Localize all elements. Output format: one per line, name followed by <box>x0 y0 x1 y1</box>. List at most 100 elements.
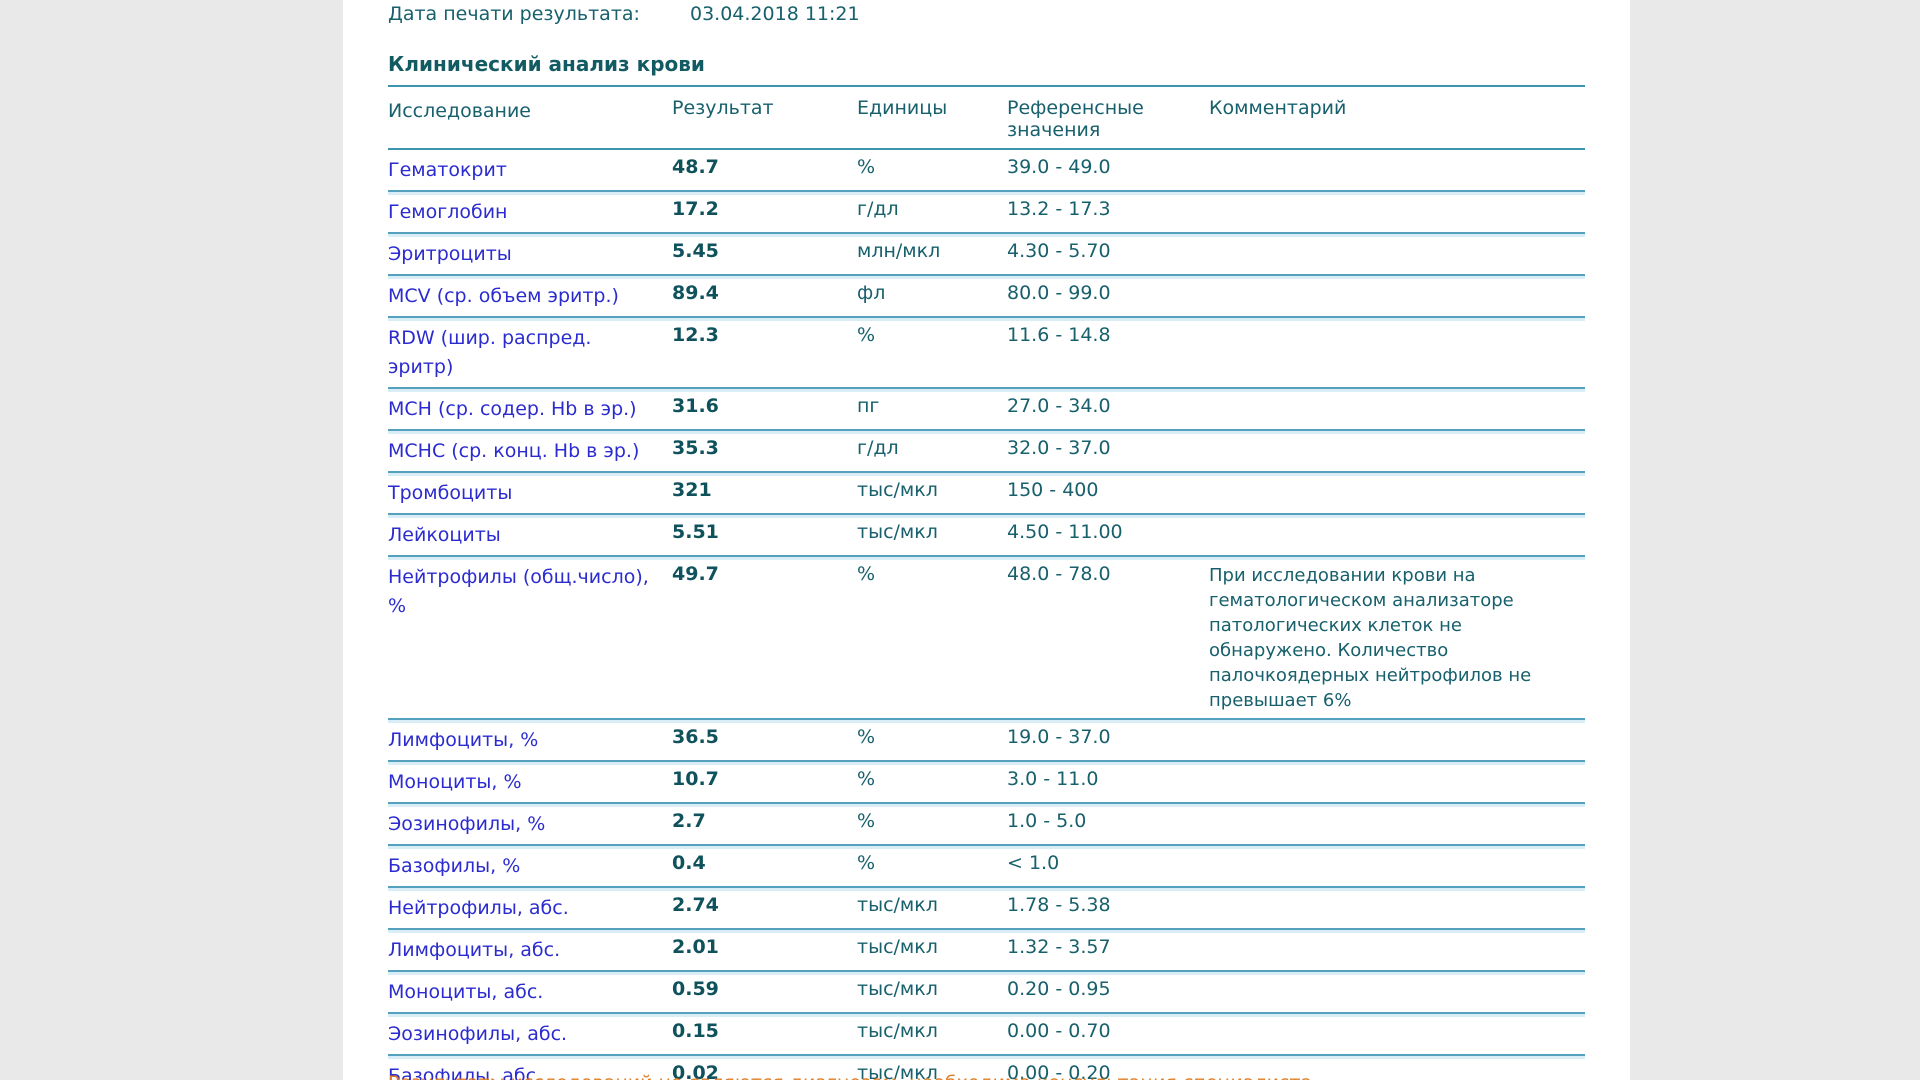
test-name: Базофилы, % <box>388 855 521 877</box>
table-header-row: Исследование Результат Единицы Референсн… <box>388 87 1585 150</box>
test-comment <box>1209 852 1583 881</box>
test-result: 0.02 <box>672 1062 719 1080</box>
test-result: 12.3 <box>672 324 719 346</box>
table-row: Лимфоциты, % 36.5 % 19.0 - 37.0 <box>388 720 1585 762</box>
test-units: % <box>857 324 876 346</box>
test-result: 321 <box>672 479 712 501</box>
test-comment <box>1209 395 1583 424</box>
test-reference: 11.6 - 14.8 <box>1007 324 1111 346</box>
test-comment <box>1209 894 1583 923</box>
test-name: Моноциты, абс. <box>388 981 544 1003</box>
test-units: тыс/мкл <box>857 978 938 1000</box>
test-reference: 1.0 - 5.0 <box>1007 810 1087 832</box>
lab-report-page: Дата печати результата: 03.04.2018 11:21… <box>343 0 1630 1080</box>
test-name: MCH (ср. содер. Hb в эр.) <box>388 398 637 420</box>
test-reference: 0.00 - 0.20 <box>1007 1062 1111 1080</box>
test-units: % <box>857 810 876 832</box>
test-result: 2.01 <box>672 936 719 958</box>
test-units: % <box>857 768 876 790</box>
table-row: Эозинофилы, % 2.7 % 1.0 - 5.0 <box>388 804 1585 846</box>
test-reference: 1.32 - 3.57 <box>1007 936 1111 958</box>
table-row: Эозинофилы, абс. 0.15 тыс/мкл 0.00 - 0.7… <box>388 1014 1585 1056</box>
test-result: 2.74 <box>672 894 719 916</box>
section-title: Клинический анализ крови <box>388 52 705 76</box>
test-comment <box>1209 324 1583 382</box>
test-comment <box>1209 437 1583 466</box>
test-units: % <box>857 156 876 178</box>
test-name: Нейтрофилы, абс. <box>388 897 569 919</box>
test-name: Гемоглобин <box>388 201 508 223</box>
test-reference: 4.50 - 11.00 <box>1007 521 1123 543</box>
test-name: Тромбоциты <box>388 482 513 504</box>
test-result: 48.7 <box>672 156 719 178</box>
table-row: Нейтрофилы (общ.число), % 49.7 % 48.0 - … <box>388 557 1585 720</box>
test-comment <box>1209 1020 1583 1049</box>
test-result: 36.5 <box>672 726 719 748</box>
test-units: тыс/мкл <box>857 936 938 958</box>
table-row: RDW (шир. распред. эритр) 12.3 % 11.6 - … <box>388 318 1585 389</box>
test-comment <box>1209 521 1583 550</box>
test-comment <box>1209 936 1583 965</box>
table-row: Базофилы, абс. 0.02 тыс/мкл 0.00 - 0.20 <box>388 1056 1585 1080</box>
test-reference: 27.0 - 34.0 <box>1007 395 1111 417</box>
test-units: тыс/мкл <box>857 479 938 501</box>
test-comment <box>1209 240 1583 269</box>
print-date-row: Дата печати результата: 03.04.2018 11:21 <box>388 0 1585 25</box>
clipped-footer-line: Результаты исследований не являются диаг… <box>388 1070 1318 1080</box>
column-header-test: Исследование <box>388 100 532 122</box>
test-name: Эозинофилы, % <box>388 813 546 835</box>
test-reference: 1.78 - 5.38 <box>1007 894 1111 916</box>
test-reference: 39.0 - 49.0 <box>1007 156 1111 178</box>
test-name: Эритроциты <box>388 243 512 265</box>
table-row: Моноциты, абс. 0.59 тыс/мкл 0.20 - 0.95 <box>388 972 1585 1014</box>
print-date-value: 03.04.2018 11:21 <box>690 3 860 25</box>
test-name: Лейкоциты <box>388 524 501 546</box>
test-units: пг <box>857 395 880 417</box>
title-divider <box>388 85 1585 87</box>
test-name: Моноциты, % <box>388 771 522 793</box>
test-comment <box>1209 726 1583 755</box>
test-name: MCV (ср. объем эритр.) <box>388 285 619 307</box>
test-comment <box>1209 198 1583 227</box>
test-units: % <box>857 852 876 874</box>
test-result: 0.4 <box>672 852 706 874</box>
table-row: Гемоглобин 17.2 г/дл 13.2 - 17.3 <box>388 192 1585 234</box>
test-comment: При исследовании крови на гематологическ… <box>1209 563 1583 713</box>
table-row: MCH (ср. содер. Hb в эр.) 31.6 пг 27.0 -… <box>388 389 1585 431</box>
test-reference: 48.0 - 78.0 <box>1007 563 1111 585</box>
test-units: тыс/мкл <box>857 521 938 543</box>
test-comment <box>1209 156 1583 185</box>
test-name: MCHC (ср. конц. Hb в эр.) <box>388 440 640 462</box>
test-name: RDW (шир. распред. эритр) <box>388 327 592 378</box>
test-name: Лимфоциты, % <box>388 729 539 751</box>
test-name: Лимфоциты, абс. <box>388 939 561 961</box>
test-units: г/дл <box>857 437 899 459</box>
test-reference: 0.20 - 0.95 <box>1007 978 1111 1000</box>
table-row: Базофилы, % 0.4 % < 1.0 <box>388 846 1585 888</box>
test-comment <box>1209 978 1583 1007</box>
test-units: % <box>857 726 876 748</box>
results-table: Исследование Результат Единицы Референсн… <box>388 87 1585 1080</box>
test-comment <box>1209 768 1583 797</box>
table-row: MCHC (ср. конц. Hb в эр.) 35.3 г/дл 32.0… <box>388 431 1585 473</box>
test-reference: 32.0 - 37.0 <box>1007 437 1111 459</box>
report-content: Дата печати результата: 03.04.2018 11:21… <box>343 0 1585 1080</box>
test-reference: 80.0 - 99.0 <box>1007 282 1111 304</box>
table-row: Тромбоциты 321 тыс/мкл 150 - 400 <box>388 473 1585 515</box>
test-comment-text: При исследовании крови на гематологическ… <box>1209 565 1532 711</box>
test-result: 0.59 <box>672 978 719 1000</box>
test-reference: 4.30 - 5.70 <box>1007 240 1111 262</box>
table-row: Лейкоциты 5.51 тыс/мкл 4.50 - 11.00 <box>388 515 1585 557</box>
test-comment <box>1209 282 1583 311</box>
table-row: MCV (ср. объем эритр.) 89.4 фл 80.0 - 99… <box>388 276 1585 318</box>
test-units: % <box>857 563 876 585</box>
column-header-comment: Комментарий <box>1209 97 1347 119</box>
test-reference: 150 - 400 <box>1007 479 1099 501</box>
test-units: млн/мкл <box>857 240 941 262</box>
test-result: 31.6 <box>672 395 719 417</box>
test-result: 2.7 <box>672 810 706 832</box>
test-units: тыс/мкл <box>857 1062 938 1080</box>
test-units: тыс/мкл <box>857 894 938 916</box>
test-units: г/дл <box>857 198 899 220</box>
test-result: 5.45 <box>672 240 719 262</box>
